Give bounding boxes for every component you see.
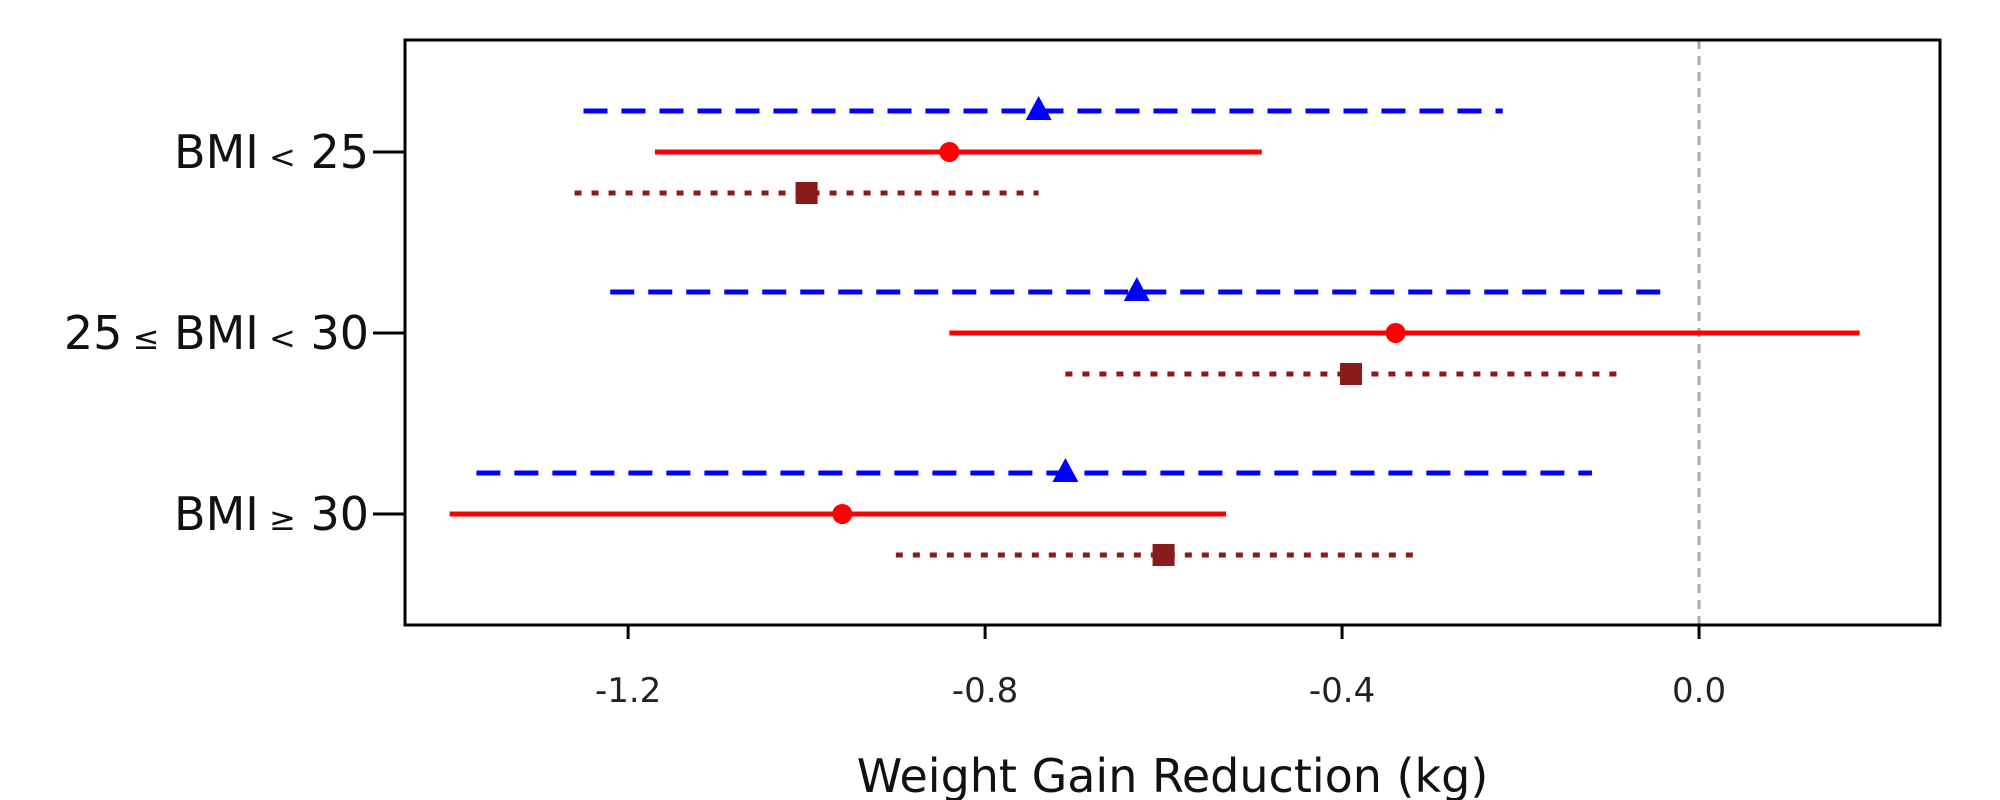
series-triangle bbox=[476, 96, 1673, 482]
x-axis: -1.2 -0.8 -0.4 0.0 bbox=[595, 625, 1726, 711]
estimate-point bbox=[795, 182, 818, 204]
estimate-point bbox=[1123, 277, 1150, 301]
y-axis: BMI < 25 25 ≤ BMI < 30 BMI ≥ 30 bbox=[64, 125, 405, 541]
estimate-point bbox=[1052, 458, 1079, 482]
y-category-label: BMI ≥ 30 bbox=[174, 487, 369, 541]
estimate-point bbox=[1025, 96, 1052, 120]
x-tick-label: -1.2 bbox=[595, 671, 661, 711]
estimate-point bbox=[1339, 363, 1362, 385]
estimate-point bbox=[1385, 323, 1406, 343]
x-tick-label: -0.8 bbox=[952, 671, 1018, 711]
y-category-label: BMI < 25 bbox=[174, 125, 369, 179]
x-tick-label: 0.0 bbox=[1672, 671, 1726, 711]
x-tick-label: -0.4 bbox=[1309, 671, 1375, 711]
y-category-label: 25 ≤ BMI < 30 bbox=[64, 306, 369, 360]
estimate-point bbox=[939, 142, 960, 162]
series-circle bbox=[449, 142, 1860, 524]
estimate-point bbox=[1152, 544, 1175, 566]
series-layer bbox=[449, 96, 1860, 566]
x-axis-title: Weight Gain Reduction (kg) bbox=[857, 749, 1489, 800]
series-square bbox=[574, 182, 1619, 566]
estimate-point bbox=[832, 504, 853, 524]
